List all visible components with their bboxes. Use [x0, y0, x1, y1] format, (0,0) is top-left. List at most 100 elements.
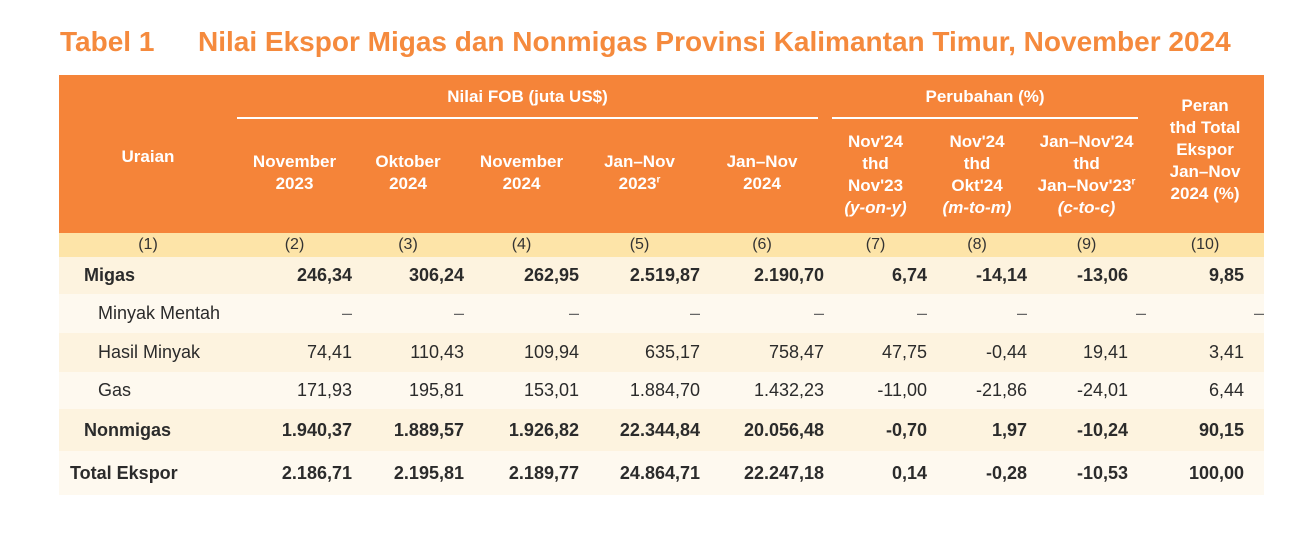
col5-revised-mark: r [656, 174, 661, 186]
table-cell: – [579, 294, 700, 333]
table-row-gas: Gas 171,93 195,81 153,01 1.884,70 1.432,… [59, 372, 1265, 409]
table-cell: 24.864,71 [579, 451, 700, 495]
table-cell: 1,97 [927, 409, 1028, 451]
table-cell: 0,14 [824, 451, 928, 495]
peran-line-3: Ekspor [1176, 140, 1234, 159]
table-cell: 19,41 [1027, 333, 1147, 372]
table-cell: 2.189,77 [464, 451, 579, 495]
col7-line-1: Nov'24 [847, 132, 904, 151]
index-cell: (6) [700, 233, 825, 257]
index-cell: (9) [1027, 233, 1147, 257]
table-cell: 109,94 [464, 333, 579, 372]
table-cell: 90,15 [1146, 409, 1265, 451]
col6-line-1: Jan–Nov [726, 152, 798, 171]
table-cell: -11,00 [824, 372, 928, 409]
col9-line-3: Jan–Nov'23r [1027, 175, 1146, 197]
table-number: Tabel 1 [60, 26, 155, 57]
table-cell: 100,00 [1146, 451, 1265, 495]
table-cell: 2.186,71 [237, 451, 352, 495]
row-label: Gas [59, 372, 237, 409]
table-cell: 47,75 [824, 333, 928, 372]
col4-line-2: 2024 [502, 174, 541, 193]
col-header-jan-nov-2024: Jan–Nov 2024 [700, 119, 825, 233]
table-cell: -0,44 [927, 333, 1028, 372]
col5-line-2: 2023r [579, 173, 700, 195]
table-cell: – [824, 294, 928, 333]
table-cell: – [700, 294, 825, 333]
peran-line-1: Peran [1181, 96, 1229, 115]
group-fob-label: Nilai FOB (juta US$) [237, 75, 819, 119]
table-cell: -10,24 [1027, 409, 1147, 451]
row-label: Nonmigas [59, 409, 237, 451]
col5-line-1: Jan–Nov [604, 152, 675, 171]
col-header-uraian: Uraian [59, 75, 237, 233]
col-header-ctc: Jan–Nov'24 thd Jan–Nov'23r (c-to-c) [1027, 119, 1147, 233]
export-table: Uraian Nilai FOB (juta US$) Perubahan (%… [59, 75, 1265, 495]
col2-line-1: November [252, 152, 337, 171]
index-cell: (2) [237, 233, 352, 257]
col8-line-2: thd [963, 154, 991, 173]
index-cell: (1) [59, 233, 237, 257]
index-cell: (4) [464, 233, 579, 257]
col8-line-3: Okt'24 [951, 176, 1003, 195]
table-cell: 1.940,37 [237, 409, 352, 451]
table-cell: -14,14 [927, 257, 1028, 294]
table-cell: 9,85 [1146, 257, 1265, 294]
table-cell: 306,24 [352, 257, 464, 294]
table-cell: 171,93 [237, 372, 352, 409]
table-cell: 22.247,18 [700, 451, 825, 495]
col-header-jan-nov-2023: Jan–Nov 2023r [579, 119, 700, 233]
table-row-migas: Migas 246,34 306,24 262,95 2.519,87 2.19… [59, 257, 1265, 294]
peran-line-4: Jan–Nov [1169, 162, 1241, 181]
table-cell: 74,41 [237, 333, 352, 372]
index-cell: (10) [1146, 233, 1265, 257]
index-cell: (3) [352, 233, 464, 257]
col7-line-3: Nov'23 [847, 176, 904, 195]
table-cell: 6,74 [824, 257, 928, 294]
col9-line-1: Jan–Nov'24 [1039, 132, 1134, 151]
index-cell: (7) [824, 233, 928, 257]
table-cell: 1.432,23 [700, 372, 825, 409]
table-cell: – [927, 294, 1028, 333]
table-cell: 1.926,82 [464, 409, 579, 451]
col-header-peran: Peran thd Total Ekspor Jan–Nov 2024 (%) [1146, 75, 1265, 233]
table-cell: 20.056,48 [700, 409, 825, 451]
table-cell: – [1146, 294, 1265, 333]
row-label: Minyak Mentah [59, 294, 237, 333]
table-cell: 246,34 [237, 257, 352, 294]
table-cell: -0,28 [927, 451, 1028, 495]
table-cell: – [352, 294, 464, 333]
table-cell: 3,41 [1146, 333, 1265, 372]
table-cell: -24,01 [1027, 372, 1147, 409]
table-cell: 153,01 [464, 372, 579, 409]
table-title: Tabel 1 Nilai Ekspor Migas dan Nonmigas … [60, 22, 1231, 62]
table-cell: – [237, 294, 352, 333]
table-cell: 262,95 [464, 257, 579, 294]
table-cell: 758,47 [700, 333, 825, 372]
group-header-fob: Nilai FOB (juta US$) [237, 75, 825, 119]
col6-line-2: 2024 [743, 174, 781, 193]
col-header-yoy: Nov'24 thd Nov'23 (y-on-y) [824, 119, 928, 233]
table-cell: – [1027, 294, 1147, 333]
table-cell: 2.190,70 [700, 257, 825, 294]
col-header-mtm: Nov'24 thd Okt'24 (m-to-m) [927, 119, 1028, 233]
table-cell: 1.889,57 [352, 409, 464, 451]
row-label: Hasil Minyak [59, 333, 237, 372]
index-row: (1) (2) (3) (4) (5) (6) (7) (8) (9) (10) [59, 233, 1265, 257]
index-cell: (8) [927, 233, 1028, 257]
group-change-label: Perubahan (%) [832, 75, 1139, 119]
table-cell: 6,44 [1146, 372, 1265, 409]
row-label: Migas [59, 257, 237, 294]
col3-line-1: Oktober [375, 152, 441, 171]
col5-year: 2023 [618, 174, 657, 193]
table-cell: 635,17 [579, 333, 700, 372]
col2-line-2: 2023 [275, 174, 314, 193]
col9-revised-mark: r [1131, 176, 1136, 188]
col-header-nov-2023: November 2023 [237, 119, 352, 233]
table-row-minyak-mentah: Minyak Mentah – – – – – – – – – [59, 294, 1265, 333]
peran-line-5: 2024 (%) [1170, 184, 1240, 203]
table-cell: 1.884,70 [579, 372, 700, 409]
table-row-total-ekspor: Total Ekspor 2.186,71 2.195,81 2.189,77 … [59, 451, 1265, 495]
col8-line-4: (m-to-m) [942, 198, 1012, 217]
col7-line-2: thd [862, 154, 889, 173]
